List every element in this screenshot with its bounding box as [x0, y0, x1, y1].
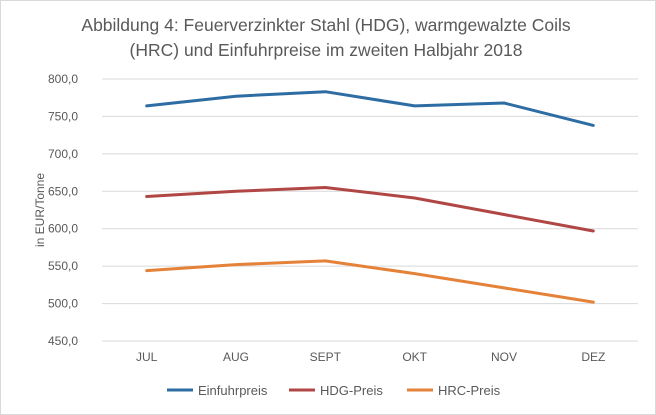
x-tick-label: OKT [402, 350, 427, 364]
y-axis-label: in EUR/Tonne [33, 173, 47, 247]
y-tick-label: 750,0 [48, 109, 78, 123]
y-tick-label: 500,0 [48, 297, 78, 311]
y-axis-ticks: 450,0 500,0 550,0 600,0 650,0 700,0 750,0 800,0 [48, 72, 78, 348]
y-tick-label: 800,0 [48, 72, 78, 86]
legend-label: HRC-Preis [438, 383, 501, 398]
series-line-hdg-preis [145, 186, 595, 233]
series-lines [145, 90, 595, 304]
chart-title: Abbildung 4: Feuerverzinkter Stahl (HDG)… [41, 13, 611, 63]
chart-title-line-2: (HRC) und Einfuhrpreise im zweiten Halbj… [129, 40, 523, 60]
x-axis-ticks: JUL AUG SEPT OKT NOV DEZ [136, 350, 605, 364]
y-tick-label: 600,0 [48, 222, 78, 236]
y-tick-label: 700,0 [48, 147, 78, 161]
series-line-einfuhrpreis [145, 90, 595, 127]
y-tick-label: 450,0 [48, 334, 78, 348]
legend-label: Einfuhrpreis [198, 383, 268, 398]
y-tick-label: 650,0 [48, 184, 78, 198]
x-tick-label: SEPT [310, 350, 342, 364]
x-tick-label: NOV [491, 350, 517, 364]
series-line-hrc-preis [145, 259, 595, 304]
chart-title-line-1: Abbildung 4: Feuerverzinkter Stahl (HDG)… [81, 15, 571, 35]
legend: Einfuhrpreis HDG-Preis HRC-Preis [167, 383, 501, 398]
legend-label: HDG-Preis [320, 383, 383, 398]
y-tick-label: 550,0 [48, 259, 78, 273]
x-tick-label: DEZ [581, 350, 605, 364]
gridlines [102, 78, 638, 342]
x-tick-label: JUL [136, 350, 158, 364]
x-tick-label: AUG [223, 350, 249, 364]
